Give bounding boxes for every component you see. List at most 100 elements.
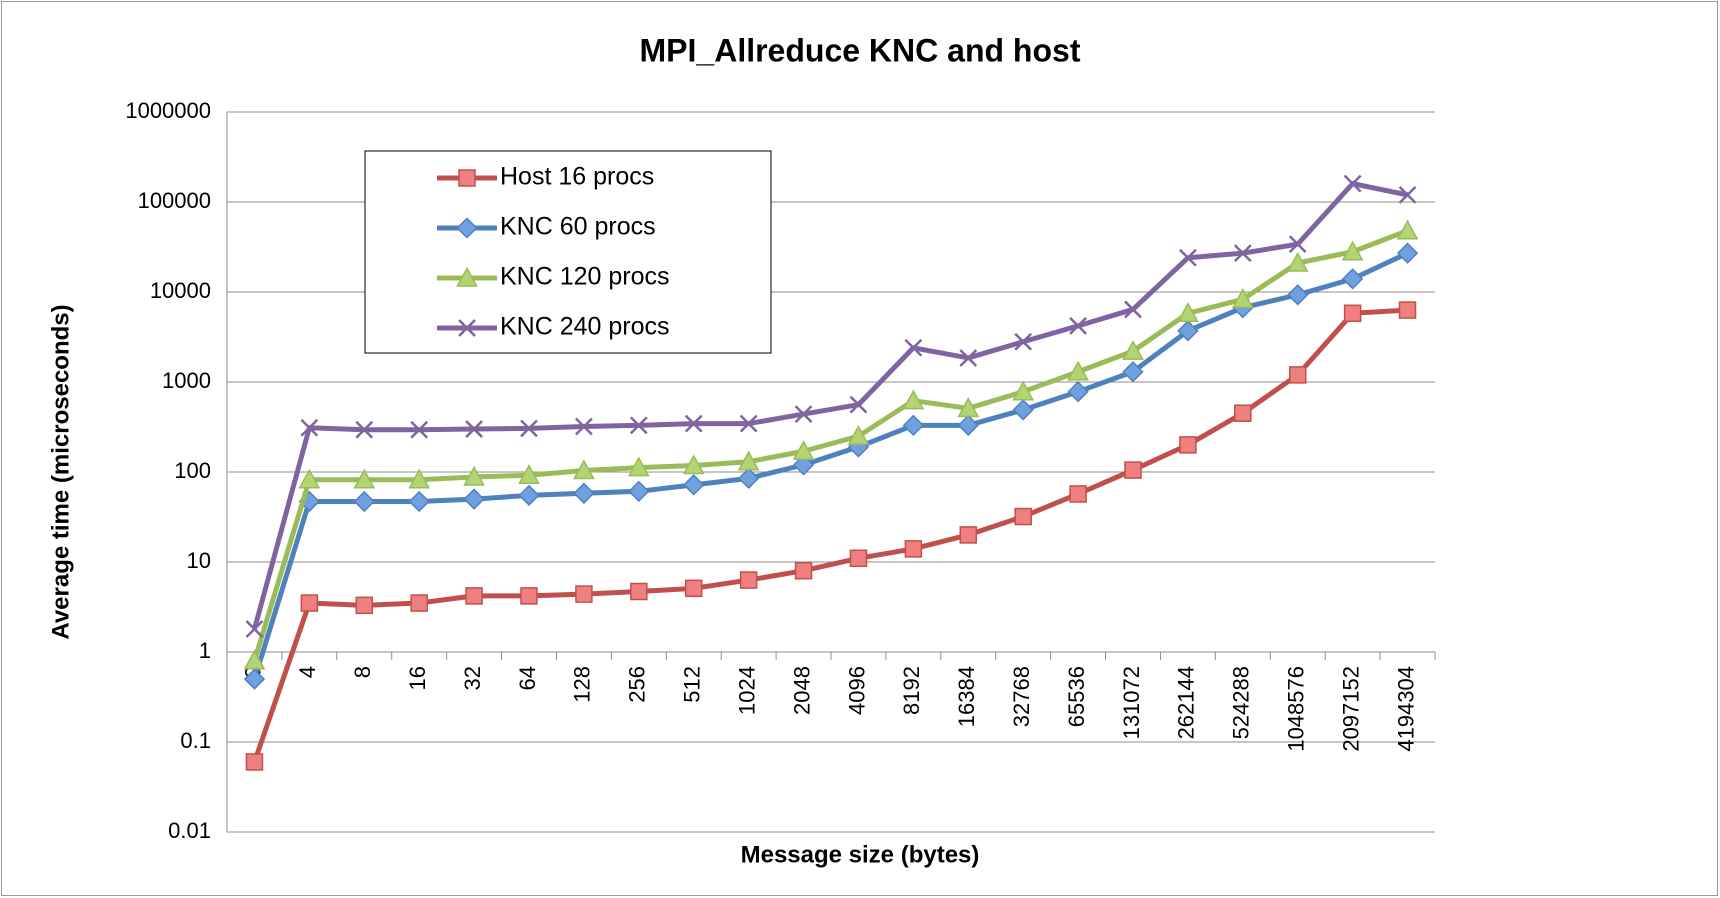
marker <box>902 414 925 436</box>
marker <box>575 585 593 603</box>
marker <box>794 561 813 580</box>
x-tick-label: 4 <box>295 666 320 678</box>
y-tick-label: 0.1 <box>180 728 211 753</box>
marker <box>408 468 431 489</box>
x-tick-label: 4096 <box>844 666 869 715</box>
marker <box>575 417 593 436</box>
x-tick-label: 512 <box>680 666 705 703</box>
marker <box>1179 436 1197 454</box>
marker <box>243 649 266 670</box>
x-tick-label: 16384 <box>954 666 979 727</box>
x-tick-label: 1048576 <box>1284 666 1309 752</box>
marker <box>1122 340 1144 360</box>
x-tick-label: 524288 <box>1229 666 1254 739</box>
legend-label: Host 16 procs <box>500 163 654 191</box>
marker <box>904 338 923 357</box>
marker <box>1069 317 1087 335</box>
marker <box>1179 248 1197 267</box>
marker <box>1014 507 1032 526</box>
marker <box>300 594 319 612</box>
x-tick-label: 128 <box>570 666 595 703</box>
marker <box>739 571 758 589</box>
marker <box>573 459 595 480</box>
marker <box>300 418 319 437</box>
marker <box>684 579 703 598</box>
marker <box>573 482 595 504</box>
marker <box>849 395 868 414</box>
marker <box>957 397 980 418</box>
marker <box>1398 185 1417 204</box>
marker <box>957 414 979 436</box>
marker <box>298 468 321 489</box>
marker <box>1234 404 1252 422</box>
marker <box>684 414 703 433</box>
x-tick-label: 1024 <box>734 666 759 715</box>
marker <box>243 668 266 690</box>
chart-title: MPI_Allreduce KNC and host <box>640 32 1081 68</box>
marker <box>1396 242 1419 264</box>
y-tick-label: 10000 <box>150 278 211 303</box>
x-tick-label: 2048 <box>789 666 814 715</box>
marker <box>1122 361 1144 383</box>
marker <box>463 465 485 486</box>
marker <box>849 549 868 568</box>
marker <box>1012 380 1035 401</box>
marker <box>1067 381 1089 403</box>
marker <box>1231 288 1254 309</box>
marker <box>792 454 815 476</box>
x-tick-label: 32 <box>460 666 485 690</box>
marker <box>737 450 760 471</box>
x-tick-label: 16 <box>405 666 430 690</box>
marker <box>465 420 483 438</box>
marker <box>408 490 430 513</box>
marker <box>463 488 485 510</box>
marker <box>959 349 978 367</box>
series-line <box>252 307 1408 763</box>
x-tick-label: 4194304 <box>1393 666 1418 752</box>
x-tick-label: 8192 <box>899 666 924 715</box>
marker <box>1177 302 1199 323</box>
y-tick-label: 100000 <box>138 188 211 213</box>
legend-marker <box>456 266 478 287</box>
x-tick-label: 2097152 <box>1338 666 1363 752</box>
marker <box>410 594 428 612</box>
marker <box>902 389 925 410</box>
marker <box>683 474 705 496</box>
marker <box>465 587 483 605</box>
marker <box>794 405 813 423</box>
marker <box>1014 332 1033 351</box>
marker <box>1396 219 1419 240</box>
y-tick-label: 100 <box>174 458 211 483</box>
series-line <box>252 228 1409 662</box>
legend-label: KNC 60 procs <box>500 213 656 241</box>
marker <box>355 420 374 439</box>
y-tick-label: 1000 <box>162 368 211 393</box>
marker <box>737 467 760 490</box>
x-tick-label: 262144 <box>1174 666 1199 739</box>
marker <box>1124 300 1142 319</box>
marker <box>1069 485 1087 503</box>
marker <box>1286 251 1309 272</box>
marker <box>520 587 538 605</box>
legend-marker <box>456 217 478 239</box>
marker <box>630 582 648 601</box>
x-tick-label: 65536 <box>1064 666 1089 727</box>
series-line <box>252 250 1409 680</box>
marker <box>1177 320 1199 342</box>
marker <box>520 419 538 438</box>
marker <box>904 540 923 558</box>
marker <box>518 464 540 485</box>
marker <box>1288 366 1307 384</box>
x-tick-label: 131072 <box>1119 666 1144 739</box>
marker <box>682 454 705 475</box>
marker <box>847 425 870 445</box>
y-axis-label: Average time (microseconds) <box>47 304 74 639</box>
series-line <box>252 181 1409 630</box>
legend-label: KNC 120 procs <box>500 263 670 291</box>
marker <box>355 596 374 615</box>
marker <box>353 468 376 489</box>
x-tick-label: 256 <box>625 666 650 703</box>
y-tick-label: 1 <box>199 638 211 663</box>
marker <box>353 490 375 513</box>
